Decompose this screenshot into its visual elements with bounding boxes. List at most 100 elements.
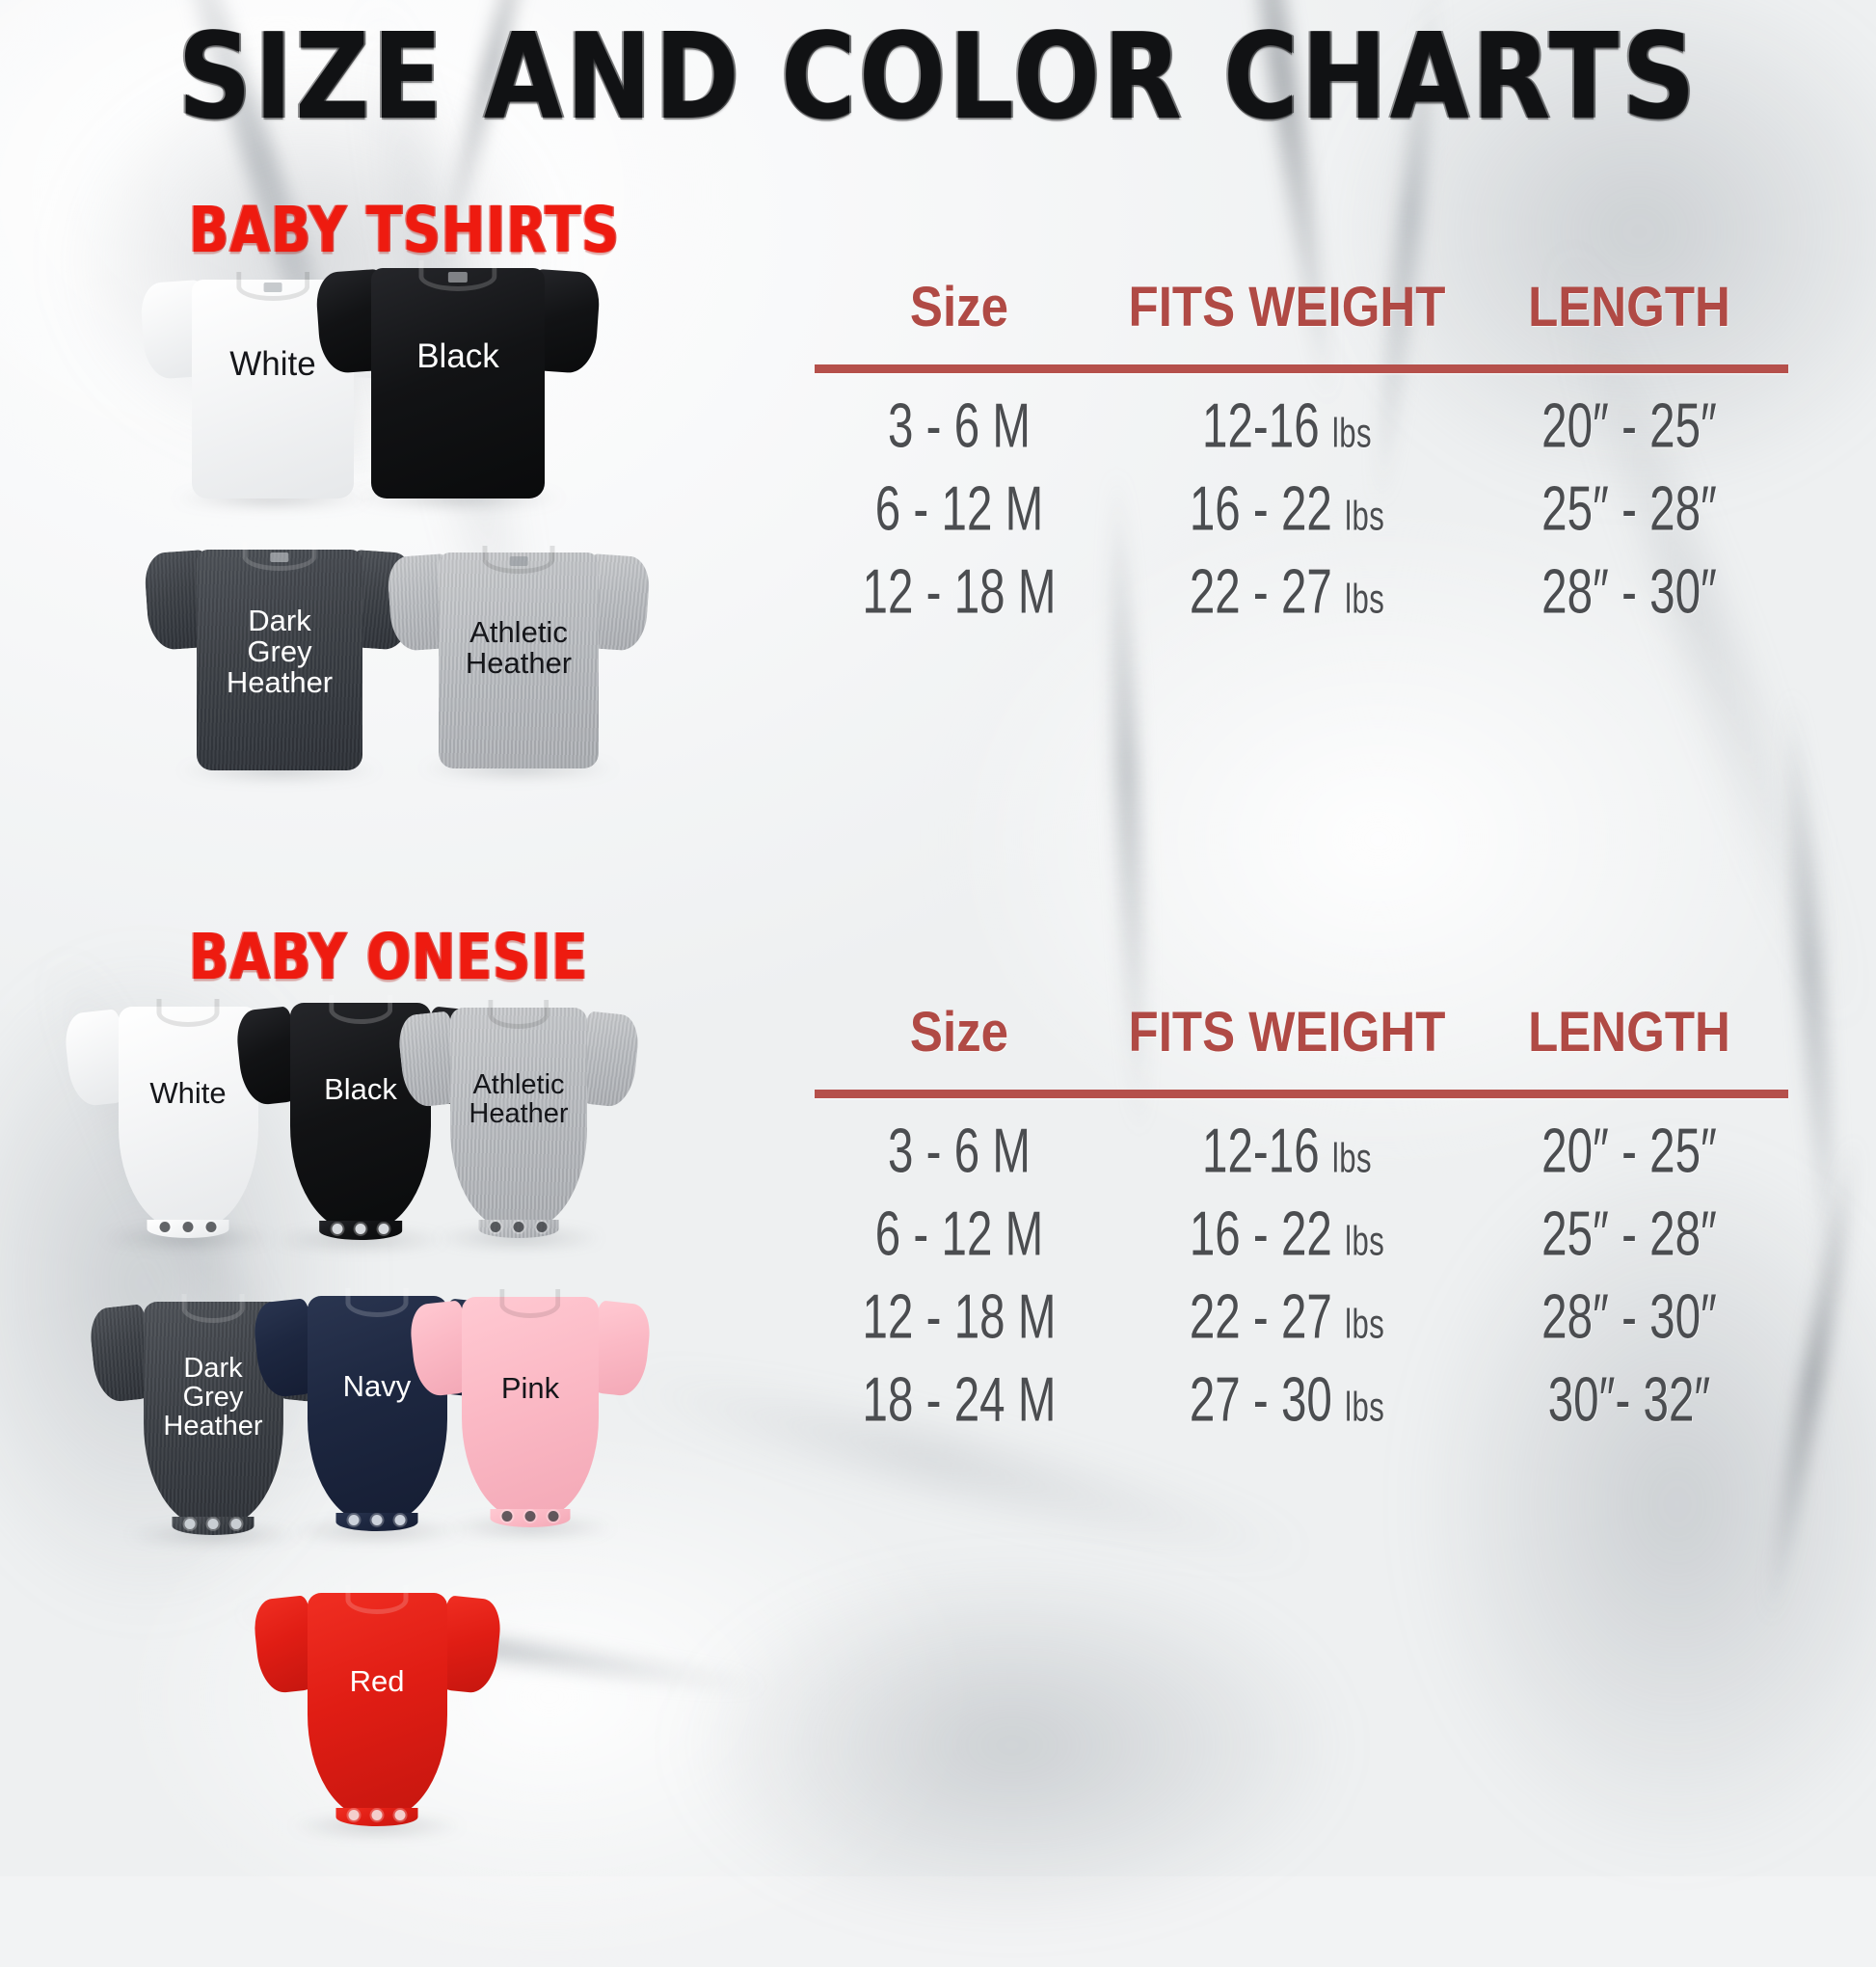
onesie-snaps <box>332 1223 389 1234</box>
onesie-collar <box>499 1289 561 1318</box>
cell-size: 18 - 24 M <box>862 1364 1057 1435</box>
tee-collar <box>242 542 317 572</box>
onesie-torso <box>462 1297 599 1520</box>
garment-onesie-white[interactable]: White <box>63 985 313 1249</box>
weight-value: 12-16 <box>1202 1116 1320 1186</box>
tee-torso <box>438 552 600 769</box>
cell-weight: 22 - 27 lbs <box>1137 1285 1437 1349</box>
tee-shape <box>143 532 416 781</box>
onesie-torso <box>450 1008 587 1230</box>
onesie-collar <box>488 1000 549 1029</box>
onesie-snaps <box>501 1511 559 1522</box>
cell-weight: 27 - 30 lbs <box>1137 1368 1437 1432</box>
garment-onesie-red[interactable]: Red <box>252 1572 502 1837</box>
cell-size: 12 - 18 M <box>862 556 1057 627</box>
onesie-shape <box>63 985 313 1249</box>
column-header-weight: FITS WEIGHT <box>1128 276 1446 338</box>
garment-shadow <box>290 1815 464 1837</box>
garment-onesie-pink[interactable]: Pink <box>408 1277 653 1538</box>
cell-weight: 22 - 27 lbs <box>1137 560 1437 624</box>
table-row: 12 - 18 M 22 - 27 lbs 28″ - 30″ <box>815 1281 1788 1372</box>
table-rule <box>815 1090 1788 1098</box>
marble-smudge <box>675 1562 1350 1928</box>
onesie-sleeve-right <box>437 1595 502 1695</box>
onesie-collar <box>345 1584 409 1614</box>
onesie-collar <box>156 998 220 1028</box>
table-rule <box>815 364 1788 373</box>
weight-value: 22 - 27 <box>1189 1281 1332 1352</box>
weight-unit: lbs <box>1345 1219 1385 1265</box>
neck-tag <box>263 283 282 293</box>
table-row: 12 - 18 M 22 - 27 lbs 28″ - 30″ <box>815 556 1788 647</box>
table-row: 6 - 12 M 16 - 22 lbs 25″ - 28″ <box>815 473 1788 564</box>
size-table-onesie: Size FITS WEIGHT LENGTH 3 - 6 M 12-16 lb… <box>815 985 1788 1455</box>
cell-length: 28″ - 30″ <box>1541 1281 1717 1352</box>
tee-shape <box>314 251 602 509</box>
cell-length: 25″ - 28″ <box>1541 1199 1717 1269</box>
cell-size: 3 - 6 M <box>887 391 1032 461</box>
cell-length: 20″ - 25″ <box>1541 391 1717 461</box>
tee-torso <box>371 268 545 498</box>
page-title: SIZE AND COLOR CHARTS <box>177 7 1699 147</box>
weight-value: 12-16 <box>1202 391 1320 461</box>
neck-tag <box>447 272 469 283</box>
tee-collar <box>236 272 309 301</box>
weight-value: 22 - 27 <box>1189 556 1332 627</box>
tee-collar <box>418 260 497 291</box>
garment-tee-dark-grey-heather[interactable]: Dark Grey Heather <box>143 532 416 781</box>
cell-size: 6 - 12 M <box>874 473 1044 544</box>
onesie-shape <box>252 1572 502 1837</box>
garment-shadow <box>290 1520 464 1542</box>
cell-weight: 12-16 lbs <box>1137 394 1437 458</box>
onesie-sleeve-right <box>577 1010 641 1109</box>
onesie-snaps <box>490 1222 548 1233</box>
column-header-length: LENGTH <box>1528 1001 1730 1064</box>
tee-collar <box>482 545 555 575</box>
column-header-length: LENGTH <box>1528 276 1730 338</box>
onesie-snaps <box>184 1518 242 1529</box>
cell-length: 25″ - 28″ <box>1541 473 1717 544</box>
size-table-tshirts: Size FITS WEIGHT LENGTH 3 - 6 M 12-16 lb… <box>815 260 1788 647</box>
onesie-shape <box>252 1275 502 1542</box>
column-header-weight: FITS WEIGHT <box>1128 1001 1446 1064</box>
cell-size: 12 - 18 M <box>862 1281 1057 1352</box>
onesie-snaps <box>348 1514 406 1525</box>
table-header-row: Size FITS WEIGHT LENGTH <box>815 260 1788 336</box>
column-header-size: Size <box>909 1001 1009 1064</box>
garment-tee-black[interactable]: Black <box>314 251 602 509</box>
cell-length: 20″ - 25″ <box>1541 1116 1717 1186</box>
neck-tag <box>270 552 289 563</box>
weight-value: 16 - 22 <box>1189 1199 1332 1269</box>
marble-highlight <box>945 501 1812 1176</box>
cell-weight: 12-16 lbs <box>1137 1119 1437 1183</box>
garment-onesie-athletic-heather[interactable]: Athletic Heather <box>396 987 641 1249</box>
column-header-size: Size <box>909 276 1009 338</box>
onesie-torso <box>307 1592 447 1819</box>
onesie-shape <box>408 1277 653 1538</box>
garment-tee-athletic-heather[interactable]: Athletic Heather <box>386 536 652 778</box>
onesie-sleeve-right <box>589 1300 653 1398</box>
table-body: 3 - 6 M 12-16 lbs 20″ - 25″ 6 - 12 M 16 … <box>815 1098 1788 1455</box>
table-row: 6 - 12 M 16 - 22 lbs 25″ - 28″ <box>815 1199 1788 1289</box>
weight-unit: lbs <box>1345 577 1385 623</box>
cell-length: 28″ - 30″ <box>1541 556 1717 627</box>
cell-size: 3 - 6 M <box>887 1116 1032 1186</box>
neck-tag <box>509 555 528 566</box>
cell-length: 30″- 32″ <box>1547 1364 1711 1435</box>
weight-unit: lbs <box>1331 1136 1372 1182</box>
table-row: 3 - 6 M 12-16 lbs 20″ - 25″ <box>815 391 1788 481</box>
onesie-snaps <box>348 1809 406 1820</box>
marble-highlight <box>0 0 713 501</box>
onesie-collar <box>345 1287 409 1317</box>
weight-value: 27 - 30 <box>1189 1364 1332 1435</box>
onesie-collar <box>329 994 392 1025</box>
onesie-collar <box>181 1293 245 1323</box>
table-row: 18 - 24 M 27 - 30 lbs 30″- 32″ <box>815 1364 1788 1455</box>
table-header-row: Size FITS WEIGHT LENGTH <box>815 985 1788 1061</box>
weight-value: 16 - 22 <box>1189 473 1332 544</box>
weight-unit: lbs <box>1345 494 1385 540</box>
onesie-snaps <box>159 1221 217 1232</box>
section-title-tshirts: BABY TSHIRTS <box>189 193 620 267</box>
weight-unit: lbs <box>1331 411 1372 457</box>
cell-weight: 16 - 22 lbs <box>1137 1202 1437 1266</box>
